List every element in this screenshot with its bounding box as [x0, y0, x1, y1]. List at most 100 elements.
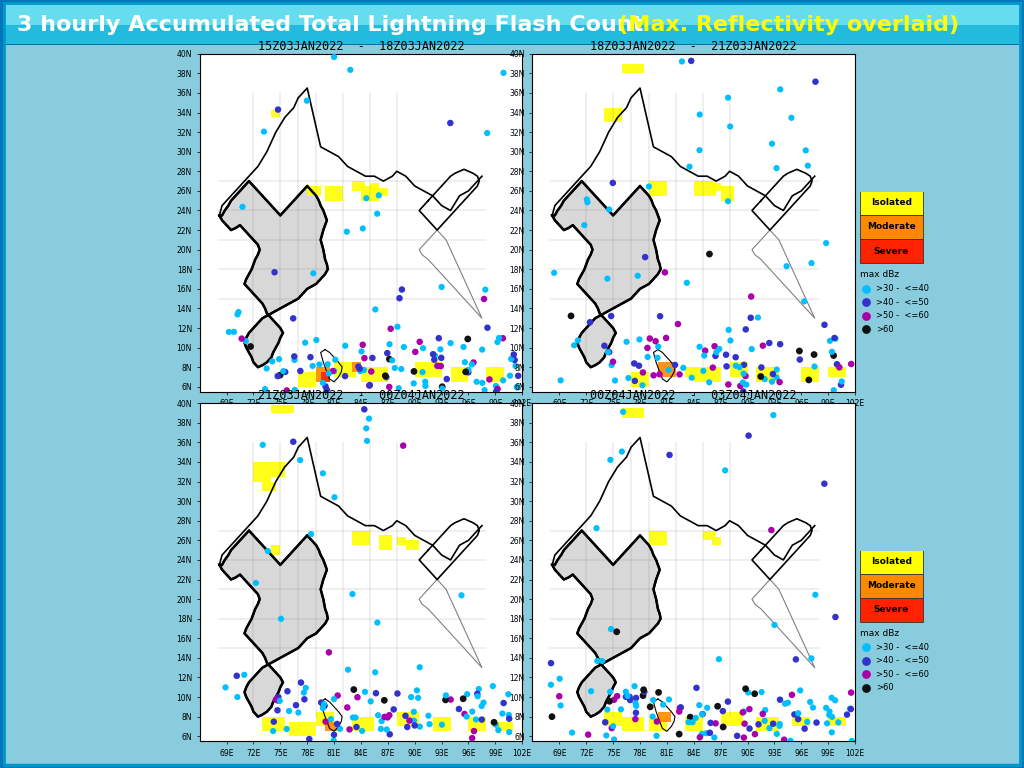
Bar: [360, 367, 388, 382]
Point: [719, 360, 735, 372]
Point: [221, 326, 238, 338]
Point: [287, 354, 303, 366]
Point: [370, 709, 386, 721]
Bar: [693, 367, 721, 382]
Point: [234, 200, 251, 213]
Bar: [415, 362, 441, 377]
Point: [777, 697, 794, 710]
Point: [298, 682, 314, 694]
Point: [432, 343, 449, 356]
Bar: [432, 717, 451, 731]
Point: [395, 439, 412, 452]
Point: [674, 55, 690, 68]
Point: [464, 359, 480, 371]
Point: [507, 354, 523, 366]
Point: [806, 349, 822, 361]
Point: [407, 720, 423, 732]
Point: [391, 292, 408, 304]
Point: [751, 718, 767, 730]
Point: [510, 369, 526, 382]
Bar: [693, 181, 716, 196]
Point: [272, 369, 289, 381]
Point: [490, 724, 507, 737]
Point: [807, 75, 823, 88]
Text: >30 -  <=40: >30 - <=40: [876, 643, 929, 652]
Point: [670, 318, 686, 330]
Bar: [468, 717, 486, 731]
Point: [858, 272, 874, 284]
Point: [642, 700, 658, 713]
Point: [321, 367, 337, 379]
Point: [830, 717, 847, 729]
Bar: [298, 372, 316, 387]
Point: [364, 366, 380, 378]
Point: [473, 700, 489, 712]
Point: [369, 207, 385, 220]
Point: [858, 631, 874, 643]
Point: [740, 687, 757, 699]
Point: [430, 332, 446, 344]
Point: [792, 345, 808, 357]
Text: >50 -  <=60: >50 - <=60: [876, 311, 929, 320]
Point: [564, 727, 581, 739]
Text: Severe: Severe: [873, 605, 909, 614]
Point: [720, 379, 736, 391]
Point: [370, 617, 386, 629]
Bar: [604, 108, 622, 122]
Point: [598, 730, 614, 742]
Point: [644, 710, 660, 723]
Point: [842, 703, 858, 715]
Point: [649, 715, 666, 727]
Bar: [316, 712, 334, 727]
Point: [442, 117, 459, 129]
Point: [621, 372, 637, 384]
Point: [718, 349, 734, 361]
Bar: [379, 535, 392, 550]
Point: [329, 718, 345, 730]
Point: [217, 681, 233, 694]
Point: [701, 376, 718, 389]
Point: [279, 723, 295, 735]
Point: [825, 349, 842, 362]
Point: [655, 698, 672, 710]
Point: [708, 349, 724, 362]
Bar: [828, 367, 846, 377]
Point: [264, 356, 281, 368]
Point: [833, 379, 849, 391]
Bar: [271, 110, 281, 118]
Point: [314, 702, 331, 714]
Point: [709, 346, 725, 359]
Point: [305, 267, 322, 280]
Point: [580, 729, 596, 741]
Point: [371, 189, 387, 201]
Point: [639, 342, 655, 354]
Point: [693, 728, 710, 740]
Bar: [271, 406, 294, 413]
Point: [599, 703, 615, 716]
Point: [367, 666, 383, 678]
Point: [787, 654, 804, 666]
Text: >60: >60: [876, 684, 894, 692]
Point: [495, 374, 511, 386]
Point: [348, 721, 365, 733]
Point: [821, 709, 838, 721]
Point: [437, 694, 454, 706]
Point: [326, 729, 342, 741]
Point: [272, 613, 289, 625]
Point: [501, 709, 517, 721]
Point: [487, 380, 504, 392]
Point: [600, 346, 616, 358]
Point: [301, 733, 317, 745]
Point: [485, 717, 502, 729]
Polygon shape: [219, 531, 328, 717]
Point: [434, 381, 451, 393]
Point: [583, 685, 599, 697]
Point: [265, 725, 282, 737]
Point: [358, 422, 375, 435]
Point: [337, 339, 353, 352]
Bar: [271, 545, 281, 555]
Point: [356, 686, 373, 698]
Point: [501, 713, 517, 725]
Point: [326, 51, 342, 63]
Point: [340, 664, 356, 676]
